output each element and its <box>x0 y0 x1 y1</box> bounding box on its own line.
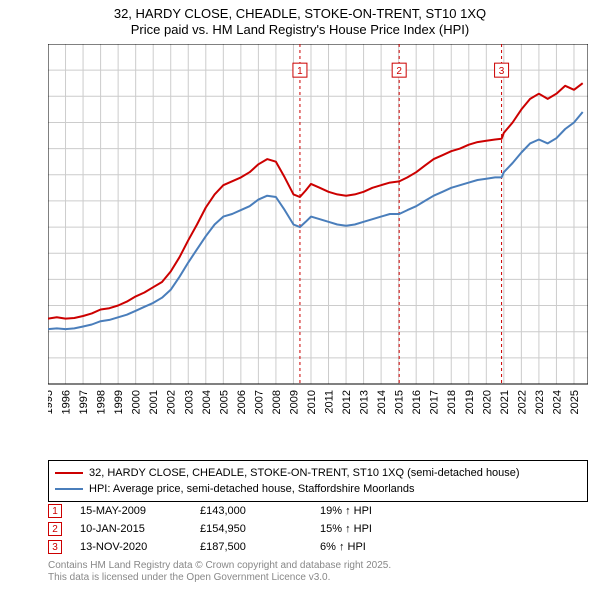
svg-text:1998: 1998 <box>96 390 108 414</box>
legend-swatch-red <box>55 472 83 474</box>
legend-label-blue: HPI: Average price, semi-detached house,… <box>89 483 415 495</box>
svg-text:2007: 2007 <box>253 390 265 414</box>
event-marker-3: 3 <box>48 540 62 554</box>
svg-text:2: 2 <box>396 66 402 77</box>
svg-text:1999: 1999 <box>113 390 125 414</box>
event-price: £143,000 <box>200 505 320 517</box>
chart-area: £0£20K£40K£60K£80K£100K£120K£140K£160K£1… <box>48 44 588 424</box>
svg-text:2000: 2000 <box>131 390 143 414</box>
events-table: 1 15-MAY-2009 £143,000 19% ↑ HPI 2 10-JA… <box>48 502 588 556</box>
event-pct: 19% ↑ HPI <box>320 505 588 517</box>
event-price: £154,950 <box>200 523 320 535</box>
title-line-2: Price paid vs. HM Land Registry's House … <box>0 22 600 38</box>
svg-text:2006: 2006 <box>236 390 248 414</box>
svg-text:2014: 2014 <box>376 390 388 414</box>
legend-row-blue: HPI: Average price, semi-detached house,… <box>55 481 581 497</box>
attribution-block: Contains HM Land Registry data © Crown c… <box>48 560 588 584</box>
svg-text:2001: 2001 <box>148 390 160 414</box>
event-row: 1 15-MAY-2009 £143,000 19% ↑ HPI <box>48 502 588 520</box>
svg-text:1997: 1997 <box>78 390 90 414</box>
attribution-line-1: Contains HM Land Registry data © Crown c… <box>48 560 588 572</box>
event-pct: 15% ↑ HPI <box>320 523 588 535</box>
event-marker-1: 1 <box>48 504 62 518</box>
event-date: 13-NOV-2020 <box>80 541 200 553</box>
event-marker-2: 2 <box>48 522 62 536</box>
attribution-line-2: This data is licensed under the Open Gov… <box>48 572 588 584</box>
svg-text:2002: 2002 <box>166 390 178 414</box>
svg-text:2021: 2021 <box>499 390 511 414</box>
chart-title-block: 32, HARDY CLOSE, CHEADLE, STOKE-ON-TRENT… <box>0 0 600 39</box>
svg-text:2025: 2025 <box>569 390 581 414</box>
svg-text:2020: 2020 <box>481 390 493 414</box>
svg-text:2013: 2013 <box>359 390 371 414</box>
event-date: 10-JAN-2015 <box>80 523 200 535</box>
svg-text:1: 1 <box>297 66 303 77</box>
event-pct: 6% ↑ HPI <box>320 541 588 553</box>
svg-text:2016: 2016 <box>411 390 423 414</box>
svg-text:3: 3 <box>499 66 505 77</box>
svg-text:2024: 2024 <box>551 390 563 414</box>
svg-text:2017: 2017 <box>429 390 441 414</box>
svg-text:2009: 2009 <box>288 390 300 414</box>
svg-text:1996: 1996 <box>61 390 73 414</box>
title-line-1: 32, HARDY CLOSE, CHEADLE, STOKE-ON-TRENT… <box>0 6 600 22</box>
legend-label-red: 32, HARDY CLOSE, CHEADLE, STOKE-ON-TRENT… <box>89 467 520 479</box>
svg-text:2023: 2023 <box>534 390 546 414</box>
svg-text:2010: 2010 <box>306 390 318 414</box>
event-row: 2 10-JAN-2015 £154,950 15% ↑ HPI <box>48 520 588 538</box>
svg-text:2018: 2018 <box>446 390 458 414</box>
svg-text:2011: 2011 <box>324 390 336 414</box>
svg-text:2005: 2005 <box>218 390 230 414</box>
svg-text:2008: 2008 <box>271 390 283 414</box>
svg-text:2003: 2003 <box>183 390 195 414</box>
event-price: £187,500 <box>200 541 320 553</box>
svg-text:2022: 2022 <box>516 390 528 414</box>
event-row: 3 13-NOV-2020 £187,500 6% ↑ HPI <box>48 538 588 556</box>
svg-text:2004: 2004 <box>201 390 213 414</box>
svg-text:2019: 2019 <box>464 390 476 414</box>
svg-text:1995: 1995 <box>48 390 55 414</box>
svg-text:2012: 2012 <box>341 390 353 414</box>
legend-box: 32, HARDY CLOSE, CHEADLE, STOKE-ON-TRENT… <box>48 460 588 502</box>
svg-text:2015: 2015 <box>394 390 406 414</box>
event-date: 15-MAY-2009 <box>80 505 200 517</box>
chart-svg: £0£20K£40K£60K£80K£100K£120K£140K£160K£1… <box>48 44 588 424</box>
legend-swatch-blue <box>55 488 83 490</box>
legend-row-red: 32, HARDY CLOSE, CHEADLE, STOKE-ON-TRENT… <box>55 465 581 481</box>
